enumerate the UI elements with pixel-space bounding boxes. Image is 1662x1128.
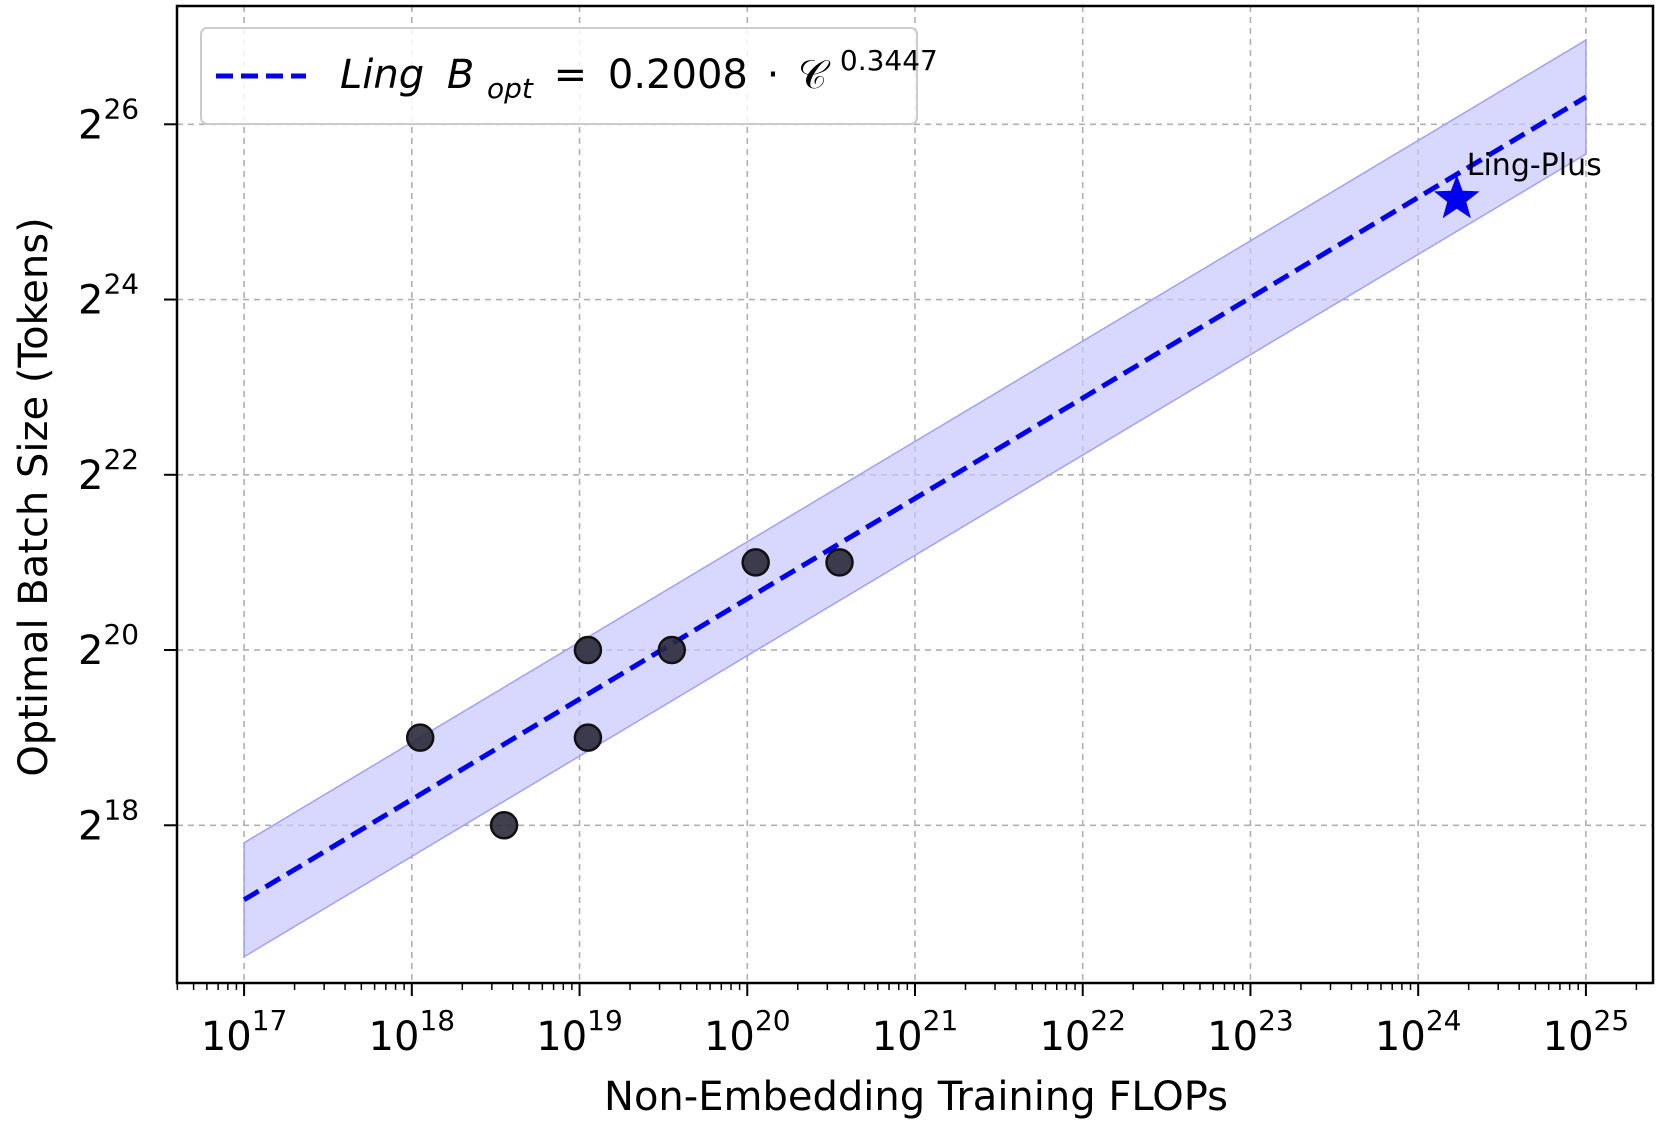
legend-entry: Ling B opt = 0.2008 · 𝒞 0.3447 [340, 44, 938, 108]
legend-dot: · [767, 52, 780, 98]
ling-plus-label: Ling-Plus [1467, 148, 1602, 183]
y-axis-ticks: 218 220 222 224 226 [78, 92, 177, 849]
data-point [741, 548, 770, 577]
highlight-group: Ling-Plus [1433, 148, 1602, 219]
x-tick-label: 1019 [536, 1004, 623, 1060]
x-tick-label: 1025 [1543, 1004, 1630, 1060]
x-tick-label: 1024 [1375, 1004, 1462, 1060]
y-tick-label: 224 [78, 268, 139, 324]
fit-line-path [242, 94, 1588, 902]
x-axis-label: Non-Embedding Training FLOPs [604, 1074, 1228, 1120]
x-tick-label: 1020 [704, 1004, 791, 1060]
data-point [825, 548, 854, 577]
fit-line [242, 94, 1588, 902]
x-tick-label: 1021 [872, 1004, 959, 1060]
y-tick-label: 222 [78, 443, 139, 499]
legend-cvar: 𝒞 [798, 52, 831, 98]
y-axis-label: Optimal Batch Size (Tokens) [11, 217, 57, 776]
y-tick-label: 226 [78, 92, 139, 148]
data-points [405, 548, 854, 840]
legend-equals: = [554, 52, 588, 98]
y-tick-label: 218 [78, 793, 139, 849]
legend-var: B [447, 52, 474, 98]
x-tick-label: 1017 [201, 1004, 288, 1060]
x-tick-label: 1022 [1039, 1004, 1126, 1060]
y-tick-label: 220 [78, 618, 139, 674]
legend-name: Ling [340, 52, 424, 98]
legend: Ling B opt = 0.2008 · 𝒞 0.3447 [200, 27, 938, 125]
data-point [657, 635, 687, 665]
data-point [573, 635, 603, 665]
data-point [489, 811, 519, 840]
legend-exp: 0.3447 [840, 44, 938, 77]
ling-plus-star [1433, 174, 1480, 219]
x-tick-label: 1023 [1207, 1004, 1294, 1060]
x-tick-label: 1018 [369, 1004, 456, 1060]
legend-box [200, 27, 918, 125]
data-point [573, 723, 603, 752]
legend-sub: opt [487, 72, 534, 105]
data-point [405, 723, 435, 752]
x-axis-ticks: 1017 1018 1019 1020 1021 1022 1023 1024 1025 [176, 983, 1638, 1060]
legend-coef: 0.2008 [608, 52, 748, 98]
